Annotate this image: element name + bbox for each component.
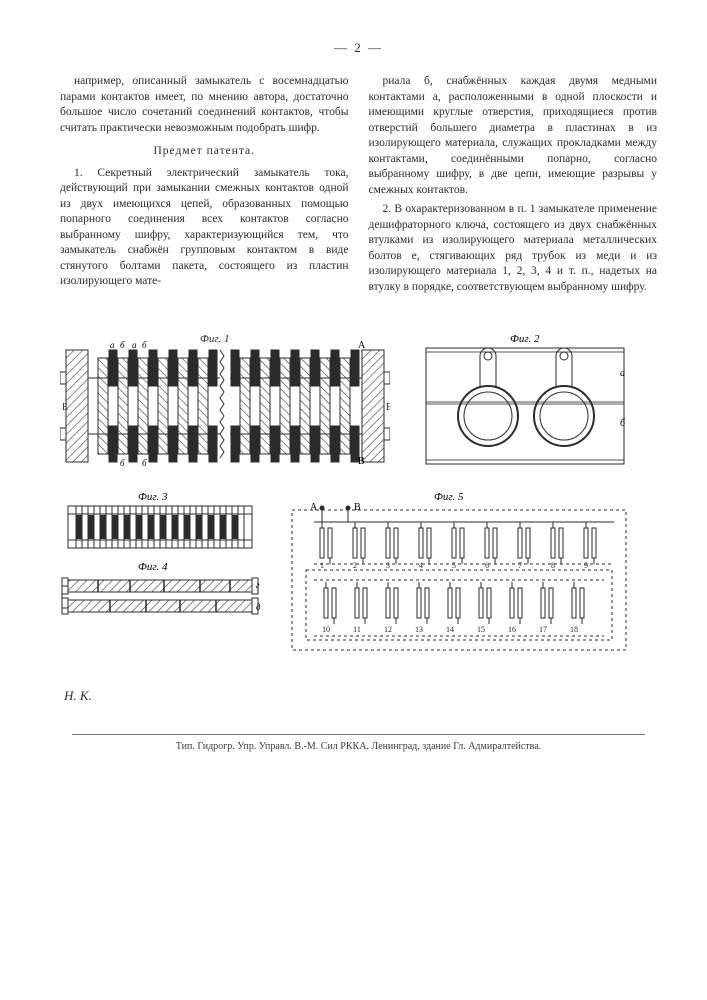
fig3-label: Фиг. 3 bbox=[138, 491, 168, 503]
page-number: — 2 — bbox=[60, 40, 657, 56]
fig1-b: б bbox=[120, 340, 125, 350]
fig5-node-label: 6 bbox=[485, 561, 489, 570]
fig2-b: б bbox=[620, 418, 626, 429]
fig1-label-E-left: E bbox=[62, 402, 68, 413]
fig5-node-label: 12 bbox=[384, 625, 392, 634]
fig1-label: Фиг. 1 bbox=[200, 333, 230, 345]
text-columns: например, описанный замыкатель с восемна… bbox=[60, 74, 657, 299]
footer-rule bbox=[72, 734, 645, 735]
fig1-A: A bbox=[358, 340, 366, 351]
fig5-node-label: 5 bbox=[452, 561, 456, 570]
figure-1: Фиг. 1 bbox=[60, 330, 390, 470]
fig4-d: д bbox=[256, 602, 260, 612]
fig5-node-label: 11 bbox=[353, 625, 361, 634]
fig5-node-label: 2 bbox=[353, 561, 357, 570]
column-left: например, описанный замыкатель с восемна… bbox=[60, 74, 349, 299]
para-right-1: риала б, снабжённых каждая двумя медными… bbox=[369, 74, 658, 198]
figure-5: Фиг. 5 A B 123456789 101112131415161718 bbox=[284, 488, 634, 658]
fig1-a: а bbox=[110, 340, 115, 350]
fig1-a2: а bbox=[132, 340, 137, 350]
para-right-2: 2. В охарактеризованном в п. 1 замыкател… bbox=[369, 202, 658, 295]
fig5-node-label: 17 bbox=[539, 625, 547, 634]
fig5-top-row: 1 2 3 4 5 6 7 8 9 bbox=[320, 522, 596, 570]
fig4-label: Фиг. 4 bbox=[138, 561, 168, 573]
fig4-g: г bbox=[256, 580, 260, 590]
fig5-node-label: 7 bbox=[518, 561, 522, 570]
fig5-B: B bbox=[354, 502, 361, 513]
para-left-2: 1. Секретный электрический замыкатель то… bbox=[60, 166, 349, 290]
para-left-1: например, описанный замыкатель с восемна… bbox=[60, 74, 349, 136]
figure-3-4: Фиг. 3 bbox=[60, 488, 260, 638]
fig5-node-label: 13 bbox=[415, 625, 423, 634]
fig1-B: B bbox=[358, 456, 365, 467]
fig1-label-E-right: E bbox=[386, 402, 390, 413]
fig5-node-label: 15 bbox=[477, 625, 485, 634]
fig1-b3: б bbox=[120, 458, 125, 468]
fig1-b2: б bbox=[142, 340, 147, 350]
fig5-node-label: 8 bbox=[551, 561, 555, 570]
figure-2: Фиг. 2 а б bbox=[420, 330, 630, 470]
fig2-a: а bbox=[620, 368, 625, 379]
fig5-node-label: 14 bbox=[446, 625, 454, 634]
section-title: Предмет патента. bbox=[60, 144, 349, 160]
fig5-node-label: 1 bbox=[320, 561, 324, 570]
initials: Н. К. bbox=[64, 688, 657, 704]
column-right: риала б, снабжённых каждая двумя медными… bbox=[369, 74, 658, 299]
fig1-b4: б bbox=[142, 458, 147, 468]
fig5-node-label: 9 bbox=[584, 561, 588, 570]
figures-block: Фиг. 1 bbox=[60, 324, 657, 658]
fig5-node-label: 4 bbox=[419, 561, 423, 570]
fig5-node-label: 16 bbox=[508, 625, 516, 634]
fig5-bottom-row: 10 11 12 13 14 15 16 17 18 bbox=[322, 582, 584, 634]
fig5-node-label: 18 bbox=[570, 625, 578, 634]
fig5-node-label: 3 bbox=[386, 561, 390, 570]
fig5-node-label: 10 bbox=[322, 625, 330, 634]
fig5-label: Фиг. 5 bbox=[434, 491, 464, 503]
fig2-label: Фиг. 2 bbox=[510, 333, 540, 345]
fig5-A: A bbox=[310, 502, 318, 513]
footer-imprint: Тип. Гидрогр. Упр. Управл. В.-М. Сил РКК… bbox=[60, 741, 657, 772]
